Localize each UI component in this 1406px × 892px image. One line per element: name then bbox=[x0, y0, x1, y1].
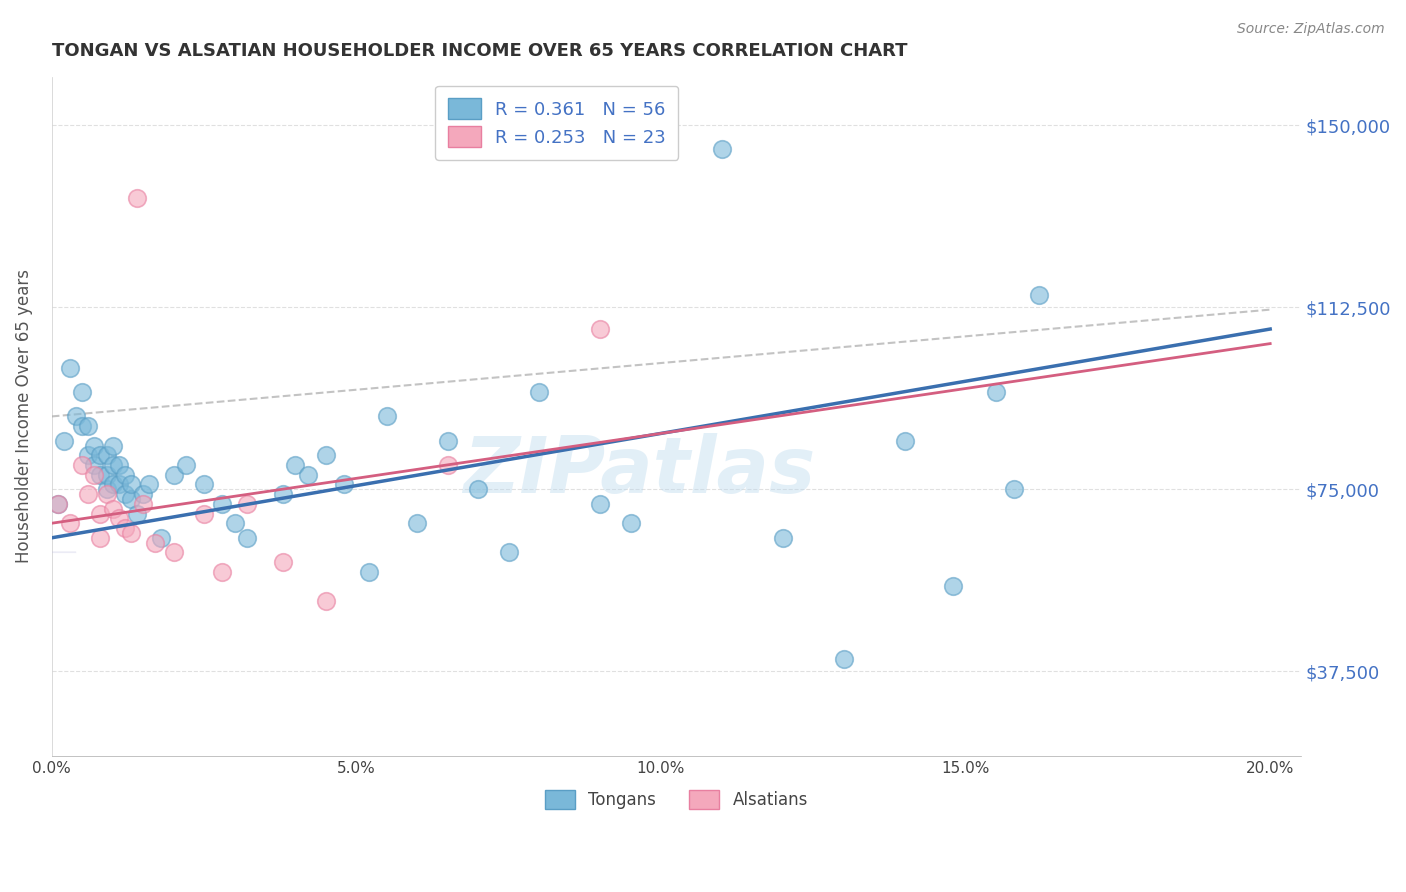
Point bbox=[89, 448, 111, 462]
Point bbox=[467, 482, 489, 496]
Point bbox=[114, 467, 136, 482]
Point bbox=[59, 516, 82, 531]
Point bbox=[114, 521, 136, 535]
Point bbox=[406, 516, 429, 531]
Point bbox=[297, 467, 319, 482]
Point bbox=[96, 482, 118, 496]
Point bbox=[271, 555, 294, 569]
Point bbox=[589, 322, 612, 336]
Point bbox=[107, 477, 129, 491]
Point bbox=[498, 545, 520, 559]
Point bbox=[107, 511, 129, 525]
Point bbox=[77, 448, 100, 462]
Point bbox=[375, 409, 398, 424]
Point bbox=[211, 497, 233, 511]
Point bbox=[114, 487, 136, 501]
Point bbox=[46, 497, 69, 511]
Y-axis label: Householder Income Over 65 years: Householder Income Over 65 years bbox=[15, 269, 32, 564]
Point bbox=[65, 409, 87, 424]
Point bbox=[89, 467, 111, 482]
Point bbox=[333, 477, 356, 491]
Point bbox=[162, 545, 184, 559]
Point bbox=[132, 497, 155, 511]
Point bbox=[70, 419, 93, 434]
Point bbox=[589, 497, 612, 511]
Point bbox=[893, 434, 915, 448]
Point bbox=[101, 501, 124, 516]
Point bbox=[125, 191, 148, 205]
Legend: Tongans, Alsatians: Tongans, Alsatians bbox=[531, 777, 821, 822]
Point bbox=[96, 487, 118, 501]
Point bbox=[150, 531, 173, 545]
Point bbox=[1028, 288, 1050, 302]
Point bbox=[70, 458, 93, 472]
Point bbox=[174, 458, 197, 472]
Point bbox=[96, 467, 118, 482]
Point bbox=[59, 360, 82, 375]
Point bbox=[193, 507, 215, 521]
Point bbox=[101, 477, 124, 491]
Point bbox=[436, 458, 458, 472]
Point bbox=[107, 458, 129, 472]
Point bbox=[619, 516, 641, 531]
Point bbox=[224, 516, 246, 531]
Point bbox=[271, 487, 294, 501]
Point bbox=[143, 535, 166, 549]
Point bbox=[772, 531, 794, 545]
Point bbox=[96, 448, 118, 462]
Point bbox=[70, 385, 93, 400]
Point bbox=[235, 531, 257, 545]
Point bbox=[89, 531, 111, 545]
Point bbox=[193, 477, 215, 491]
Point bbox=[527, 385, 550, 400]
Point bbox=[235, 497, 257, 511]
Point bbox=[101, 439, 124, 453]
Point bbox=[120, 477, 142, 491]
Point bbox=[832, 652, 855, 666]
Point bbox=[284, 458, 307, 472]
Point bbox=[83, 439, 105, 453]
Point bbox=[436, 434, 458, 448]
Point bbox=[77, 419, 100, 434]
Point bbox=[315, 594, 337, 608]
Point bbox=[710, 143, 733, 157]
Point bbox=[162, 467, 184, 482]
Point bbox=[83, 458, 105, 472]
Point bbox=[83, 467, 105, 482]
Text: ZIPatlas: ZIPatlas bbox=[463, 433, 815, 508]
Point bbox=[138, 477, 160, 491]
Point bbox=[984, 385, 1007, 400]
Point bbox=[315, 448, 337, 462]
Point bbox=[125, 507, 148, 521]
Text: TONGAN VS ALSATIAN HOUSEHOLDER INCOME OVER 65 YEARS CORRELATION CHART: TONGAN VS ALSATIAN HOUSEHOLDER INCOME OV… bbox=[52, 42, 907, 60]
Point bbox=[52, 434, 75, 448]
Text: Source: ZipAtlas.com: Source: ZipAtlas.com bbox=[1237, 22, 1385, 37]
Point bbox=[89, 507, 111, 521]
Point bbox=[120, 491, 142, 506]
Point bbox=[211, 565, 233, 579]
Point bbox=[357, 565, 380, 579]
Point bbox=[120, 525, 142, 540]
Point bbox=[46, 497, 69, 511]
Point bbox=[132, 487, 155, 501]
Point bbox=[101, 458, 124, 472]
Point bbox=[942, 579, 965, 593]
Point bbox=[1002, 482, 1025, 496]
Point bbox=[77, 487, 100, 501]
